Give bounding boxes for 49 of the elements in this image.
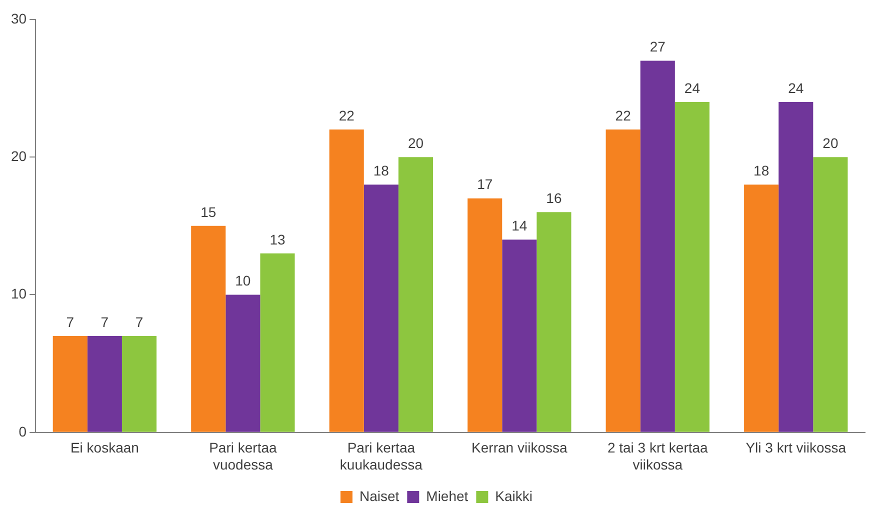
data-label: 24 [788, 80, 804, 96]
bar [226, 294, 260, 432]
legend-label: Miehet [426, 488, 468, 504]
x-tick-label: Ei koskaan [70, 440, 139, 456]
data-label: 18 [754, 162, 770, 178]
data-label: 7 [100, 314, 109, 330]
bar [122, 336, 157, 432]
bar [640, 60, 675, 432]
bar [502, 240, 537, 432]
data-label: 17 [477, 176, 493, 192]
x-tick-label: Pari kertaa vuodessa [209, 440, 277, 472]
bar [778, 102, 814, 432]
bar [468, 198, 502, 432]
data-label: 7 [66, 314, 74, 330]
x-tick-label: Yli 3 krt viikossa [746, 440, 846, 456]
data-label: 16 [546, 190, 562, 206]
data-label: 14 [512, 218, 528, 234]
bar [813, 157, 848, 432]
bar [260, 253, 295, 432]
legend-label: Naiset [359, 488, 400, 504]
legend-label: Kaikki [495, 488, 533, 504]
bar [674, 102, 710, 432]
data-label: 7 [135, 314, 144, 330]
data-label: 22 [615, 107, 632, 124]
x-tick-label: Pari kertaa kuukaudessa [340, 440, 423, 472]
y-tick-label: 30 [10, 10, 27, 26]
data-label: 27 [650, 38, 666, 55]
data-label: 20 [822, 134, 838, 151]
bar [606, 130, 640, 432]
data-label: 18 [373, 162, 390, 178]
bar [364, 184, 398, 432]
bar [536, 212, 572, 432]
bar [329, 130, 364, 432]
data-label: 10 [235, 272, 251, 289]
data-label: 24 [684, 80, 700, 96]
bar [744, 184, 779, 432]
data-label: 13 [270, 231, 286, 248]
x-tick-label: Kerran viikossa [472, 440, 568, 456]
y-tick-label: 10 [10, 286, 27, 302]
bar [398, 157, 434, 432]
bar [52, 336, 88, 432]
y-tick-label: 0 [18, 423, 27, 440]
data-label: 15 [200, 204, 216, 220]
bar [87, 336, 122, 432]
data-label: 22 [338, 107, 355, 124]
y-tick-label: 20 [10, 148, 27, 164]
data-label: 20 [408, 134, 424, 151]
x-tick-label: 2 tai 3 krt kertaa viikossa [607, 440, 708, 472]
bar [191, 226, 226, 432]
